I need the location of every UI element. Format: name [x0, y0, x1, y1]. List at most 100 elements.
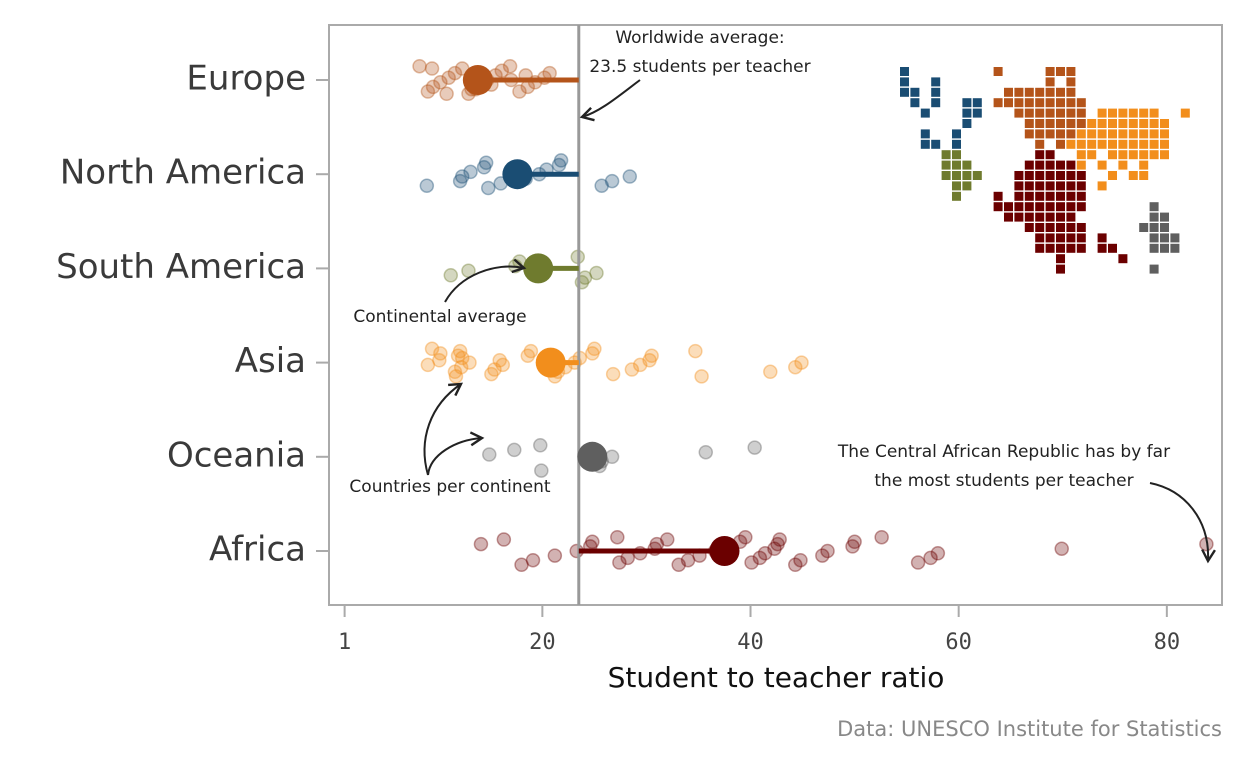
- country-point: [512, 84, 527, 99]
- map-tile: [1149, 233, 1159, 243]
- map-tile: [1024, 212, 1034, 222]
- map-tile: [910, 87, 920, 97]
- map-tile: [1056, 129, 1065, 139]
- annotation-arrow: [1149, 482, 1216, 564]
- map-tile: [1035, 139, 1045, 149]
- map-tile: [1045, 191, 1055, 201]
- map-tile: [972, 108, 982, 118]
- map-tile: [1066, 98, 1076, 108]
- map-tile: [931, 87, 941, 97]
- map-tile: [1149, 264, 1159, 274]
- country-point: [688, 343, 703, 359]
- map-tile: [1024, 119, 1034, 128]
- map-tile: [1035, 243, 1045, 253]
- map-tile: [952, 181, 961, 191]
- annotation-arrow: [427, 431, 485, 476]
- map-tile: [1149, 139, 1159, 149]
- continent-average: [523, 253, 554, 284]
- map-tile: [993, 67, 1003, 76]
- map-tile: [941, 160, 951, 170]
- map-tile: [972, 98, 982, 108]
- map-tile: [1139, 129, 1149, 139]
- map-tile: [1108, 108, 1117, 118]
- map-tile: [1160, 243, 1169, 253]
- map-tile: [1076, 191, 1086, 201]
- continent-average: [709, 536, 740, 566]
- country-point: [447, 364, 463, 380]
- map-tile: [1014, 181, 1024, 191]
- x-tick-label: 80: [1154, 630, 1181, 655]
- map-tile: [1076, 202, 1086, 212]
- x-tick-label: 40: [737, 630, 764, 655]
- country-point: [757, 546, 773, 561]
- country-point: [523, 343, 539, 359]
- map-tile: [1087, 150, 1097, 160]
- country-point: [495, 357, 511, 373]
- map-tile: [1014, 202, 1024, 212]
- country-point: [492, 353, 507, 368]
- country-point: [439, 86, 454, 102]
- country-point: [484, 366, 499, 382]
- map-tile: [1087, 129, 1097, 139]
- map-tile: [1076, 181, 1086, 191]
- country-point: [534, 463, 549, 478]
- map-tile: [952, 150, 961, 160]
- map-tile: [910, 98, 920, 108]
- map-tile: [1139, 171, 1149, 180]
- map-tile: [1014, 98, 1024, 108]
- map-tile: [1035, 98, 1045, 108]
- annotation-arrow: [423, 382, 464, 476]
- map-tile: [1045, 77, 1055, 87]
- map-tile: [1160, 139, 1169, 149]
- country-point: [551, 157, 567, 173]
- map-tile: [1035, 181, 1045, 191]
- annotation: the most students per teacher: [874, 471, 1133, 491]
- map-tile: [1076, 119, 1086, 128]
- country-point: [450, 348, 466, 363]
- country-point: [443, 268, 459, 283]
- country-point: [660, 532, 675, 547]
- map-tile: [993, 202, 1003, 212]
- map-tile: [1149, 129, 1159, 139]
- country-point: [507, 442, 522, 458]
- country-point: [622, 169, 638, 184]
- map-tile: [1087, 119, 1097, 128]
- map-tile: [1066, 171, 1076, 180]
- country-point: [694, 369, 709, 384]
- map-tile: [1035, 171, 1045, 180]
- country-point: [772, 532, 787, 547]
- country-point: [525, 552, 541, 568]
- map-tile: [1180, 108, 1190, 118]
- map-tile: [952, 160, 961, 170]
- country-point: [847, 534, 862, 550]
- map-tile: [920, 108, 930, 118]
- x-axis-title: Student to teacher ratio: [608, 661, 945, 694]
- y-tick-label: South America: [56, 247, 306, 287]
- country-point: [480, 180, 496, 196]
- map-tile: [952, 171, 961, 180]
- map-tile: [1118, 119, 1128, 128]
- map-tile: [1149, 243, 1159, 253]
- y-tick-label: North America: [60, 153, 306, 193]
- map-tile: [1108, 129, 1117, 139]
- map-tile: [1118, 160, 1128, 170]
- map-tile: [1004, 98, 1013, 108]
- map-tile: [1056, 98, 1065, 108]
- country-point: [420, 357, 436, 373]
- map-tile: [1149, 202, 1159, 212]
- map-tile: [931, 139, 941, 149]
- country-point: [463, 164, 478, 180]
- country-point: [671, 557, 686, 573]
- map-tile: [1045, 119, 1055, 128]
- map-tile: [1035, 202, 1045, 212]
- y-tick-label: Europe: [186, 59, 306, 99]
- annotation: Countries per continent: [349, 477, 550, 497]
- map-tile: [1128, 119, 1138, 128]
- map-tile: [1139, 160, 1149, 170]
- map-tile: [1024, 191, 1034, 201]
- map-tile: [1139, 108, 1149, 118]
- map-tile: [920, 129, 930, 139]
- map-tile: [962, 171, 972, 180]
- country-point: [453, 359, 469, 375]
- map-tile: [1108, 243, 1117, 253]
